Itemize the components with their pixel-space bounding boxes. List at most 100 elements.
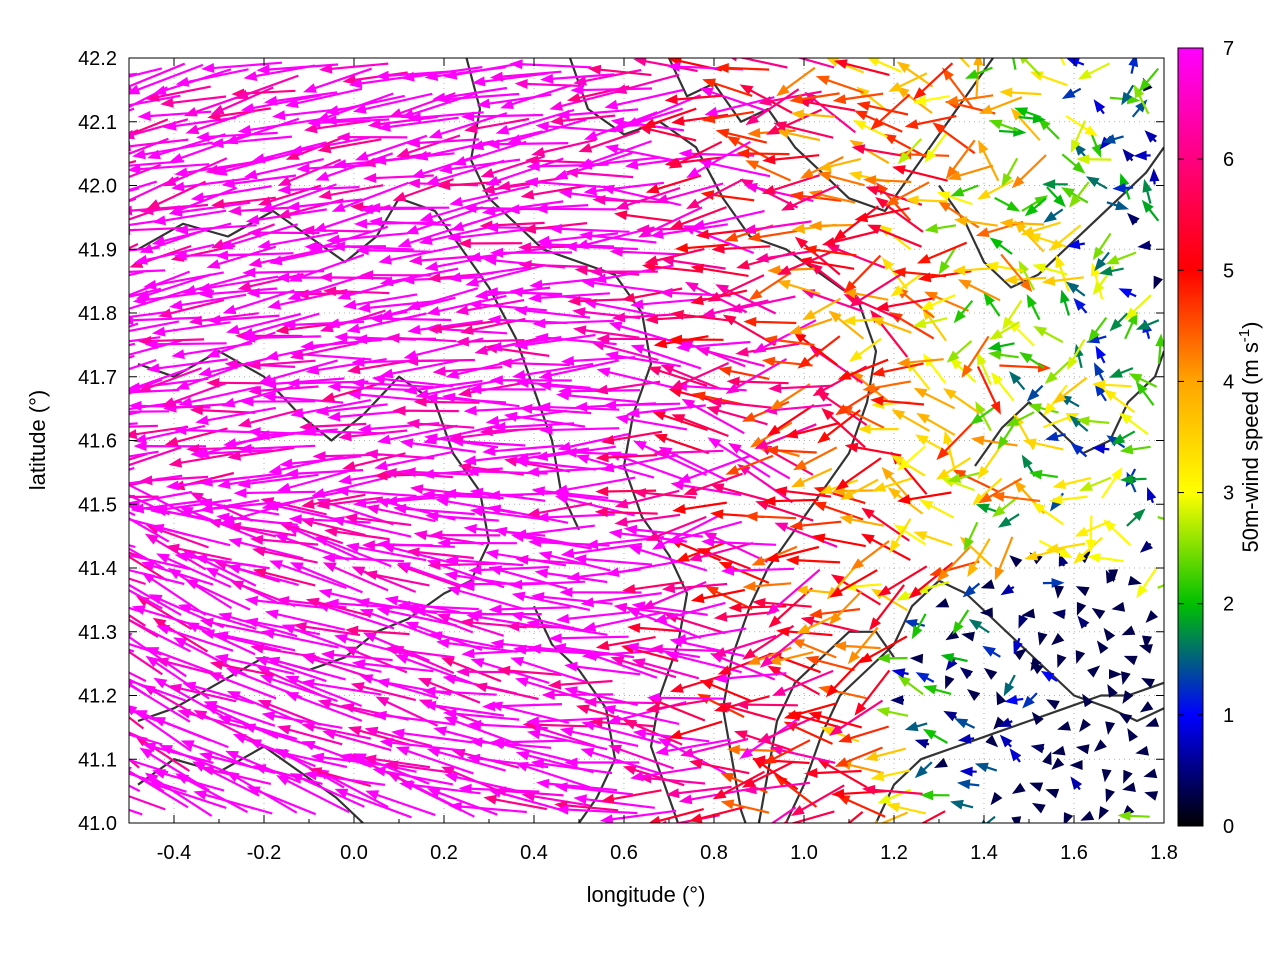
colorbar-title-exponent: -1 [1236, 329, 1253, 342]
wind-arrow-head [62, 483, 76, 493]
wind-arrow-shaft [149, 343, 227, 344]
wind-arrow-head [113, 547, 127, 558]
colorbar-title-close: ) [1238, 322, 1263, 329]
wind-arrow-head [58, 102, 72, 112]
wind-arrow-head [58, 77, 71, 87]
wind-arrow-head [894, 828, 908, 839]
wind-arrow-head [100, 533, 114, 544]
colorbar [1178, 48, 1203, 826]
wind-arrow-shaft [62, 92, 138, 110]
wind-arrow-head [1048, 31, 1058, 45]
wind-arrow-shaft [546, 694, 614, 695]
y-tick-label: 42.2 [78, 48, 117, 70]
x-axis-title: longitude (°) [587, 882, 706, 907]
wind-arrow-head [66, 228, 79, 238]
colorbar-tick-label: 4 [1223, 371, 1234, 393]
wind-arrow-head [940, 37, 953, 50]
colorbar-tick-label: 3 [1223, 483, 1234, 505]
wind-arrow [58, 74, 137, 87]
wind-arrow-head [90, 590, 104, 601]
wind-arrow-head [79, 341, 93, 351]
y-tick-label: 41.3 [78, 622, 117, 644]
wind-arrow-head [84, 720, 98, 730]
wind-arrow-head [101, 406, 115, 416]
wind-arrow-shaft [69, 324, 138, 349]
wind-arrow-head [65, 352, 79, 362]
wind-arrow-shaft [490, 143, 568, 144]
wind-arrow [58, 92, 138, 112]
wind-arrow-head [53, 494, 66, 504]
wind-arrow-head [99, 603, 113, 614]
y-tick-label: 41.5 [78, 494, 117, 516]
wind-arrow-head [101, 786, 115, 795]
wind-arrow-head [83, 268, 96, 278]
wind-arrow [65, 324, 138, 350]
wind-arrow-head [61, 481, 75, 491]
wind-arrow-head [65, 199, 79, 209]
wind-arrow-head [82, 80, 96, 90]
wind-arrow-shaft [373, 319, 451, 321]
wind-arrow-head [56, 625, 70, 634]
wind-arrow [75, 199, 136, 222]
wind-arrow-head [82, 466, 96, 476]
y-tick-label: 42.1 [78, 112, 117, 134]
wind-arrow-shaft [651, 698, 725, 699]
wind-arrow-head [101, 481, 115, 491]
x-tick-label: -0.2 [247, 842, 281, 864]
x-tick-label: 0.0 [340, 842, 368, 864]
x-tick-label: 0.4 [520, 842, 548, 864]
wind-arrow-head [87, 407, 100, 417]
wind-arrow-head [83, 712, 97, 722]
wind-arrow-shaft [323, 277, 390, 278]
wind-arrow-head [109, 673, 123, 682]
wind-arrow-head [88, 726, 101, 738]
y-tick-label: 41.1 [78, 749, 117, 771]
wind-arrow-head [107, 102, 121, 112]
x-tick-label: 0.2 [430, 842, 458, 864]
x-tick-label: 0.8 [700, 842, 728, 864]
colorbar-tick-label: 1 [1223, 705, 1234, 727]
wind-arrow-head [81, 225, 95, 235]
y-tick-label: 41.2 [78, 686, 117, 708]
x-tick-label: 1.2 [880, 842, 908, 864]
wind-arrow-head [105, 484, 119, 494]
wind-arrow-head [86, 659, 100, 669]
colorbar-tick-label: 2 [1223, 594, 1234, 616]
wind-arrow-head [79, 262, 93, 272]
y-tick-label: 41.4 [78, 558, 117, 580]
colorbar-tick-label: 6 [1223, 149, 1234, 171]
y-tick-label: 41.6 [78, 431, 117, 453]
x-tick-label: 0.6 [610, 842, 638, 864]
colorbar-title-base: 50m-wind speed (m s [1238, 342, 1263, 552]
wind-arrow-head [818, 837, 831, 849]
wind-arrow-head [63, 525, 77, 535]
x-tick-label: 1.0 [790, 842, 818, 864]
wind-arrow-head [102, 155, 116, 164]
wind-arrow-shaft [418, 402, 480, 403]
wind-arrow-head [97, 388, 110, 398]
wind-arrow-head [103, 162, 116, 172]
wind-arrow-shaft [79, 199, 136, 220]
wind-arrow-head [69, 397, 83, 407]
wind-arrow-head [94, 223, 108, 233]
wind-arrow-head [1007, 41, 1017, 55]
wind-arrow-head [114, 197, 128, 207]
x-tick-label: 1.4 [970, 842, 998, 864]
wind-arrow-head [82, 649, 96, 659]
y-axis-title: latitude (°) [25, 390, 50, 491]
wind-arrow-head [771, 48, 785, 58]
wind-arrow-shaft [409, 360, 475, 361]
wind-arrow-head [75, 212, 89, 222]
x-tick-label: 1.8 [1150, 842, 1178, 864]
wind-arrow-head [81, 653, 95, 664]
wind-arrow-head [64, 587, 78, 597]
wind-arrow-head [114, 478, 128, 488]
wind-arrow-shaft [78, 161, 136, 176]
wind-arrow-shaft [60, 423, 138, 429]
wind-arrow-head [103, 354, 117, 364]
wind-arrow-head [98, 330, 112, 340]
y-tick-label: 41.0 [78, 813, 117, 835]
wind-arrow-shaft [62, 74, 137, 83]
wind-arrow-shaft [246, 336, 321, 338]
wind-arrow-head [64, 283, 78, 293]
